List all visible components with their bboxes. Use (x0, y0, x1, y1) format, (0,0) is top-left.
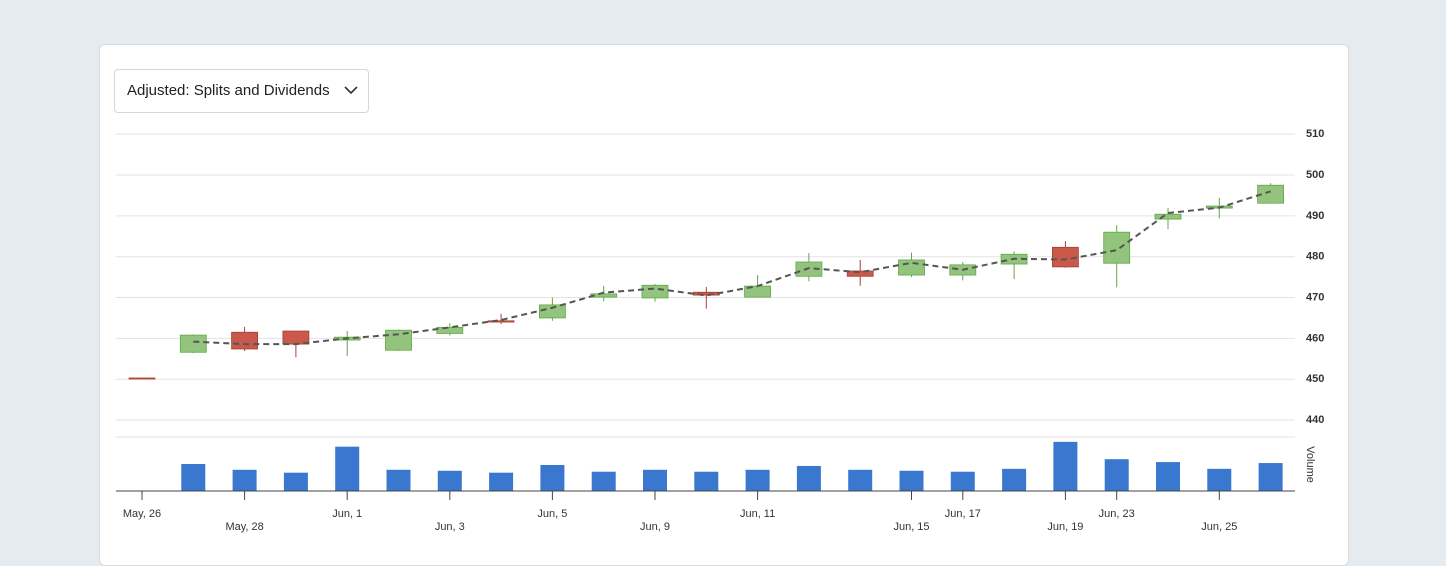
x-tick-label: Jun, 5 (537, 508, 567, 520)
x-tick-label: Jun, 23 (1099, 508, 1135, 520)
adjustment-dropdown[interactable]: Adjusted: Splits and Dividends (114, 69, 369, 113)
candle-body (487, 320, 515, 323)
volume-bar (848, 469, 873, 491)
y-tick-label: 450 (1306, 373, 1324, 385)
candle-body (590, 293, 618, 298)
volume-bar (335, 446, 360, 491)
volume-bar (899, 470, 924, 491)
volume-bar (1002, 468, 1027, 491)
x-tick-label: Jun, 15 (893, 521, 929, 533)
x-tick-label: Jun, 25 (1201, 521, 1237, 533)
x-tick-label: Jun, 19 (1047, 521, 1083, 533)
average-line (193, 190, 1271, 346)
candle-body (1257, 184, 1284, 204)
y-tick-label: 500 (1306, 169, 1324, 181)
y-tick-label: 480 (1306, 251, 1324, 263)
y-tick-label: 490 (1306, 210, 1324, 222)
x-tick-label: Jun, 11 (740, 508, 775, 520)
y-tick-label: 510 (1306, 128, 1324, 140)
volume-bar (1258, 463, 1283, 491)
x-tick-label: May, 26 (123, 508, 161, 520)
candle-body (641, 284, 669, 299)
volume-bar (950, 471, 975, 491)
volume-bar (694, 471, 719, 491)
chevron (344, 86, 358, 95)
volume-bar (540, 464, 565, 491)
candle-body (128, 377, 156, 380)
volume-bar (1156, 462, 1180, 491)
chart: 440 450 460 470 480 490 500 510 Volume May, 26 May… (116, 128, 1324, 533)
volume-bar (643, 469, 667, 491)
x-tick-label: May, 28 (225, 521, 263, 533)
candle-body (846, 270, 874, 277)
candle-body (898, 259, 925, 276)
y-tick-label: 440 (1306, 414, 1324, 426)
candle-body (538, 304, 566, 319)
volume-bar (181, 464, 206, 491)
x-tick-label: Jun, 17 (945, 508, 981, 520)
x-tick-label: Jun, 1 (332, 508, 362, 520)
candle-body (231, 331, 259, 350)
volume-bar (232, 469, 257, 491)
volume-bar (591, 471, 616, 491)
volume-bar (796, 465, 821, 491)
candle-body (1154, 213, 1182, 220)
volume-bar (386, 469, 411, 491)
volume-bar (1207, 468, 1232, 491)
volume-label: Volume (1304, 446, 1316, 483)
volume-bar (745, 469, 770, 491)
candle-body (1103, 231, 1131, 264)
volume-bar (283, 472, 308, 491)
volume-bar (1104, 459, 1129, 491)
candle-body (436, 326, 464, 334)
volume-bar (437, 470, 462, 491)
candle-body (1052, 246, 1079, 268)
candle-body (692, 291, 720, 296)
volume-bar (489, 472, 514, 491)
volume-bar (1053, 441, 1078, 491)
card: Adjusted: Splits and Dividends 440 450 460… (99, 44, 1349, 566)
x-tick-label: Jun, 3 (435, 521, 465, 533)
y-tick-label: 470 (1306, 291, 1324, 303)
y-tick-label: 460 (1306, 332, 1324, 344)
page: {"dropdown": {"label": "Adjusted: Splits… (99, 44, 1349, 566)
dropdown-label[interactable]: Adjusted: Splits and Dividends (127, 82, 330, 99)
candle-body (385, 329, 412, 351)
candle-body (179, 334, 207, 353)
x-tick-label: Jun, 9 (640, 521, 670, 533)
